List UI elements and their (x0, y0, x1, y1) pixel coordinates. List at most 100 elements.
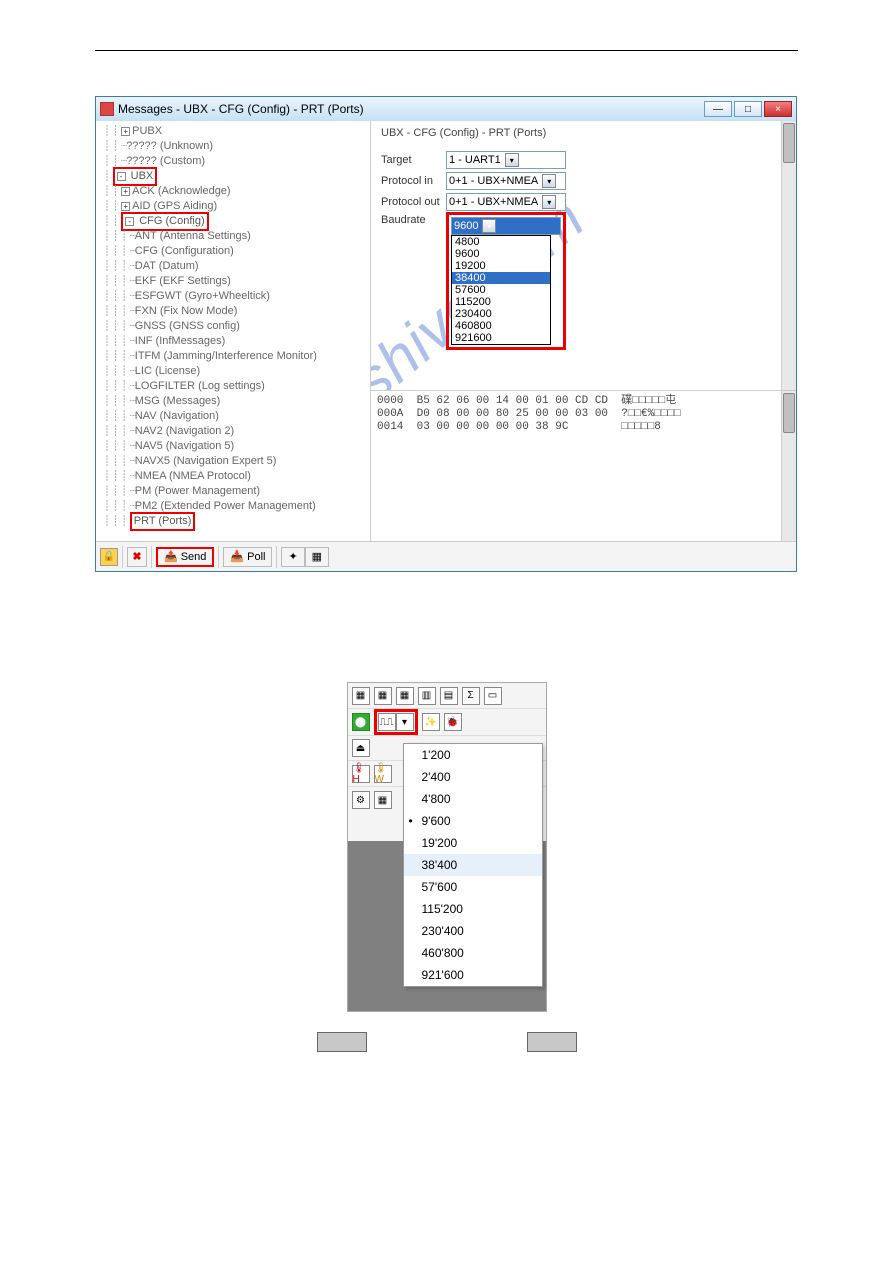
baud-toolbar-highlight: ⎍⎍▾ (374, 709, 418, 735)
baud-dropdown-button[interactable]: ▾ (396, 713, 414, 731)
temp-h-icon[interactable]: 🌡H (352, 765, 370, 783)
hex-view: 0000 B5 62 06 00 14 00 01 00 CD CD 礏□□□□… (371, 391, 796, 541)
toolbar-row-1: ▦ ▦ ▦ ▥ ▤ Σ ▭ (348, 683, 546, 709)
baud-option[interactable]: 115200 (452, 296, 550, 308)
baud-menu-item[interactable]: 4'800 (404, 788, 542, 810)
tool-icon[interactable]: ▤ (440, 687, 458, 705)
tree-item[interactable]: ┊ ┊ ┈ ????? (Unknown) (104, 139, 370, 154)
bug-icon[interactable]: 🐞 (444, 713, 462, 731)
footer-button-2[interactable] (527, 1032, 577, 1052)
gear-icon[interactable]: ⚙ (352, 791, 370, 809)
tree-item[interactable]: ┊ ┊ ┊ ┈ NAV (Navigation) (104, 409, 370, 424)
tool-icon[interactable]: ▦ (396, 687, 414, 705)
baud-option[interactable]: 9600 (452, 248, 550, 260)
tree-item[interactable]: ┊ ┊ ┊ ┈ EKF (EKF Settings) (104, 274, 370, 289)
maximize-button[interactable]: □ (734, 101, 762, 117)
tree-item[interactable]: ┊ ┊ ┊ ┈ ITFM (Jamming/Interference Monit… (104, 349, 370, 364)
config-header: UBX - CFG (Config) - PRT (Ports) (381, 127, 786, 139)
baud-option[interactable]: 230400 (452, 308, 550, 320)
tree-item[interactable]: ┊ ┊ ┊ ┈ PM (Power Management) (104, 484, 370, 499)
tree-item[interactable]: ┊ ┊ ┊ ┈ NAV2 (Navigation 2) (104, 424, 370, 439)
messages-window: Messages - UBX - CFG (Config) - PRT (Por… (95, 96, 797, 572)
wand-icon[interactable]: ✨ (422, 713, 440, 731)
grid-icon[interactable]: ▦ (374, 791, 392, 809)
tool-button-2[interactable]: ▦ (305, 547, 329, 567)
baud-menu-item[interactable]: 9'600 (404, 810, 542, 832)
chevron-down-icon: ▾ (542, 174, 556, 188)
tree-item[interactable]: ┊ ┊ ┊ ┈ INF (InfMessages) (104, 334, 370, 349)
config-panel: UBX - CFG (Config) - PRT (Ports) Target … (371, 121, 796, 391)
tree-item[interactable]: ┊ ┊ ┊ ┈ NAVX5 (Navigation Expert 5) (104, 454, 370, 469)
tree-item[interactable]: ┊ ┊ ┊ ┈ CFG (Configuration) (104, 244, 370, 259)
tree-item[interactable]: ┊ ┊ - CFG (Config) (104, 214, 370, 229)
baud-menu-item[interactable]: 460'800 (404, 942, 542, 964)
baud-option[interactable]: 19200 (452, 260, 550, 272)
protin-label: Protocol in (381, 175, 446, 187)
toolbar-row-2: ⬤ ⎍⎍▾ ✨ 🐞 (348, 709, 546, 735)
tree-item[interactable]: ┊ ┊ ┊ ┈ LIC (License) (104, 364, 370, 379)
baud-menu-item[interactable]: 38'400 (404, 854, 542, 876)
titlebar[interactable]: Messages - UBX - CFG (Config) - PRT (Por… (96, 97, 796, 121)
baud-option[interactable]: 38400 (452, 272, 550, 284)
baud-option[interactable]: 57600 (452, 284, 550, 296)
baud-combo[interactable]: 9600▾ (451, 217, 561, 235)
scrollbar[interactable] (781, 391, 796, 541)
baud-menu-item[interactable]: 921'600 (404, 964, 542, 986)
toolbar-screenshot: ▦ ▦ ▦ ▥ ▤ Σ ▭ ⬤ ⎍⎍▾ ✨ 🐞 ⏏ 🌡H 🌡W ⚙ ▦ 1 (347, 682, 547, 1012)
tree-item[interactable]: ┊ ┊ ┊ ┈ ESFGWT (Gyro+Wheeltick) (104, 289, 370, 304)
baud-icon[interactable]: ⎍⎍ (378, 713, 396, 731)
baud-menu-item[interactable]: 1'200 (404, 744, 542, 766)
baud-menu-item[interactable]: 19'200 (404, 832, 542, 854)
protout-label: Protocol out (381, 196, 446, 208)
app-icon (100, 102, 114, 116)
tree-pane[interactable]: ┊ ┊ + PUBX┊ ┊ ┈ ????? (Unknown)┊ ┊ ┈ ???… (96, 121, 371, 541)
close-button[interactable]: × (764, 101, 792, 117)
tool-icon[interactable]: ▦ (352, 687, 370, 705)
tree-item[interactable]: ┊ ┊ + ACK (Acknowledge) (104, 184, 370, 199)
baud-dropdown[interactable]: 4800960019200384005760011520023040046080… (451, 235, 551, 345)
baud-menu[interactable]: 1'2002'4004'8009'60019'20038'40057'60011… (403, 743, 543, 987)
poll-button[interactable]: 📥 Poll (223, 547, 272, 567)
tree-item[interactable]: ┊ ┊ ┊ PRT (Ports) (104, 514, 370, 529)
tree-item[interactable]: ┊ ┊ ┊ ┈ DAT (Datum) (104, 259, 370, 274)
chevron-down-icon: ▾ (542, 195, 556, 209)
tree-item[interactable]: ┊ ┊ ┊ ┈ LOGFILTER (Log settings) (104, 379, 370, 394)
baud-menu-item[interactable]: 115'200 (404, 898, 542, 920)
tree-item[interactable]: ┊ - UBX (104, 169, 370, 184)
tree-item[interactable]: ┊ ┊ ┊ ┈ NMEA (NMEA Protocol) (104, 469, 370, 484)
tree-item[interactable]: ┊ ┊ ┊ ┈ NAV5 (Navigation 5) (104, 439, 370, 454)
baud-option[interactable]: 921600 (452, 332, 550, 344)
tool-button-1[interactable]: ✦ (281, 547, 304, 567)
baud-menu-item[interactable]: 230'400 (404, 920, 542, 942)
tool-icon[interactable]: Σ (462, 687, 480, 705)
baud-menu-item[interactable]: 57'600 (404, 876, 542, 898)
baud-label: Baudrate (381, 214, 446, 226)
bottom-toolbar: 🔒 ✖ 📤 Send 📥 Poll ✦ ▦ (96, 541, 796, 571)
delete-button[interactable]: ✖ (127, 547, 147, 567)
protout-combo[interactable]: 0+1 - UBX+NMEA▾ (446, 193, 566, 211)
target-combo[interactable]: 1 - UART1▾ (446, 151, 566, 169)
protin-combo[interactable]: 0+1 - UBX+NMEA▾ (446, 172, 566, 190)
baud-option[interactable]: 460800 (452, 320, 550, 332)
send-button[interactable]: 📤 Send (156, 547, 214, 567)
eject-icon[interactable]: ⏏ (352, 739, 370, 757)
tree-item[interactable]: ┊ ┊ ┊ ┈ MSG (Messages) (104, 394, 370, 409)
chevron-down-icon: ▾ (482, 219, 496, 233)
connect-icon[interactable]: ⬤ (352, 713, 370, 731)
tree-item[interactable]: ┊ ┊ ┊ ┈ GNSS (GNSS config) (104, 319, 370, 334)
footer-button-1[interactable] (317, 1032, 367, 1052)
footer-buttons (95, 1032, 798, 1052)
minimize-button[interactable]: — (704, 101, 732, 117)
tree-item[interactable]: ┊ ┊ + PUBX (104, 124, 370, 139)
baud-menu-item[interactable]: 2'400 (404, 766, 542, 788)
chevron-down-icon: ▾ (505, 153, 519, 167)
tool-icon[interactable]: ▦ (374, 687, 392, 705)
scrollbar[interactable] (781, 121, 796, 390)
temp-w-icon[interactable]: 🌡W (374, 765, 392, 783)
lock-icon[interactable]: 🔒 (100, 548, 118, 566)
tree-item[interactable]: ┊ ┊ ┊ ┈ FXN (Fix Now Mode) (104, 304, 370, 319)
tool-icon[interactable]: ▥ (418, 687, 436, 705)
tree-item[interactable]: ┊ ┊ ┊ ┈ ANT (Antenna Settings) (104, 229, 370, 244)
baud-option[interactable]: 4800 (452, 236, 550, 248)
tool-icon[interactable]: ▭ (484, 687, 502, 705)
